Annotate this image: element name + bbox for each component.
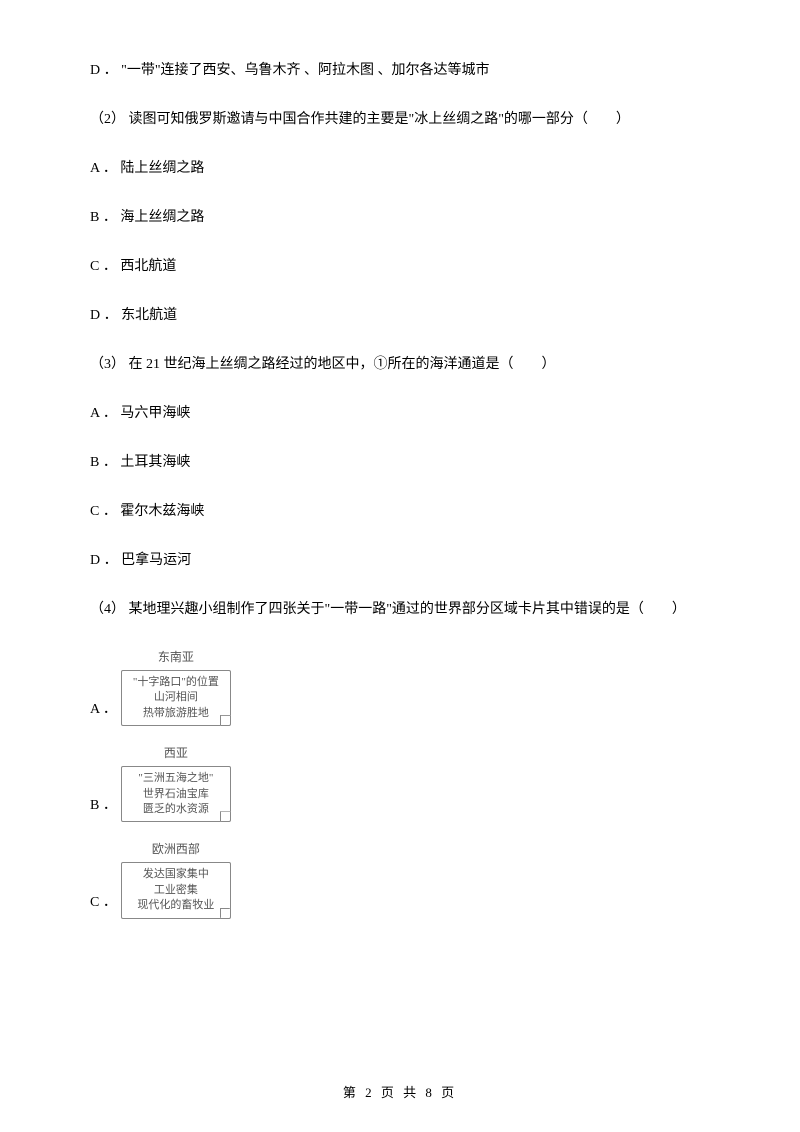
q2-option-a: A ． 陆上丝绸之路	[90, 158, 710, 179]
q4-a-letter: A ．	[90, 699, 117, 726]
question-4: （4） 某地理兴趣小组制作了四张关于"一带一路"通过的世界部分区域卡片其中错误的…	[90, 599, 710, 919]
q3-option-a: A ． 马六甲海峡	[90, 403, 710, 424]
q3-option-c: C ． 霍尔木兹海峡	[90, 501, 710, 522]
card-b-box: "三洲五海之地" 世界石油宝库 匮乏的水资源	[121, 766, 231, 822]
question-2: （2） 读图可知俄罗斯邀请与中国合作共建的主要是"冰上丝绸之路"的哪一部分（ ）…	[90, 109, 710, 326]
q2-option-d: D ． 东北航道	[90, 305, 710, 326]
card-a-line1: "十字路口"的位置	[132, 675, 220, 690]
q2-option-c: C ． 西北航道	[90, 256, 710, 277]
q1-option-d: D ． "一带"连接了西安、乌鲁木齐 、阿拉木图 、加尔各达等城市	[90, 60, 710, 81]
card-b-title: 西亚	[121, 744, 231, 762]
q4-option-c: C ． 欧洲西部 发达国家集中 工业密集 现代化的畜牧业	[90, 840, 710, 918]
card-c-box: 发达国家集中 工业密集 现代化的畜牧业	[121, 862, 231, 918]
q2-stem: （2） 读图可知俄罗斯邀请与中国合作共建的主要是"冰上丝绸之路"的哪一部分（ ）	[90, 109, 710, 130]
q2-option-b: B ． 海上丝绸之路	[90, 207, 710, 228]
card-c-line2: 工业密集	[132, 883, 220, 898]
q4-c-letter: C ．	[90, 892, 117, 919]
card-c-line3: 现代化的畜牧业	[132, 898, 220, 913]
card-a-line3: 热带旅游胜地	[132, 706, 220, 721]
q3-option-b: B ． 土耳其海峡	[90, 452, 710, 473]
card-a-title: 东南亚	[121, 648, 231, 666]
q4-stem: （4） 某地理兴趣小组制作了四张关于"一带一路"通过的世界部分区域卡片其中错误的…	[90, 599, 710, 620]
q4-b-letter: B ．	[90, 795, 117, 822]
card-west-asia: 西亚 "三洲五海之地" 世界石油宝库 匮乏的水资源	[121, 744, 231, 822]
q3-option-d: D ． 巴拿马运河	[90, 550, 710, 571]
card-b-line3: 匮乏的水资源	[132, 802, 220, 817]
card-b-line2: 世界石油宝库	[132, 787, 220, 802]
page-footer: 第 2 页 共 8 页	[0, 1083, 800, 1103]
card-western-europe: 欧洲西部 发达国家集中 工业密集 现代化的畜牧业	[121, 840, 231, 918]
q4-option-b: B ． 西亚 "三洲五海之地" 世界石油宝库 匮乏的水资源	[90, 744, 710, 822]
card-southeast-asia: 东南亚 "十字路口"的位置 山河相间 热带旅游胜地	[121, 648, 231, 726]
q3-stem: （3） 在 21 世纪海上丝绸之路经过的地区中，①所在的海洋通道是（ ）	[90, 354, 710, 375]
card-c-title: 欧洲西部	[121, 840, 231, 858]
card-a-line2: 山河相间	[132, 690, 220, 705]
card-c-line1: 发达国家集中	[132, 867, 220, 882]
card-b-line1: "三洲五海之地"	[132, 771, 220, 786]
q4-option-a: A ． 东南亚 "十字路口"的位置 山河相间 热带旅游胜地	[90, 648, 710, 726]
card-a-box: "十字路口"的位置 山河相间 热带旅游胜地	[121, 670, 231, 726]
question-3: （3） 在 21 世纪海上丝绸之路经过的地区中，①所在的海洋通道是（ ） A ．…	[90, 354, 710, 571]
